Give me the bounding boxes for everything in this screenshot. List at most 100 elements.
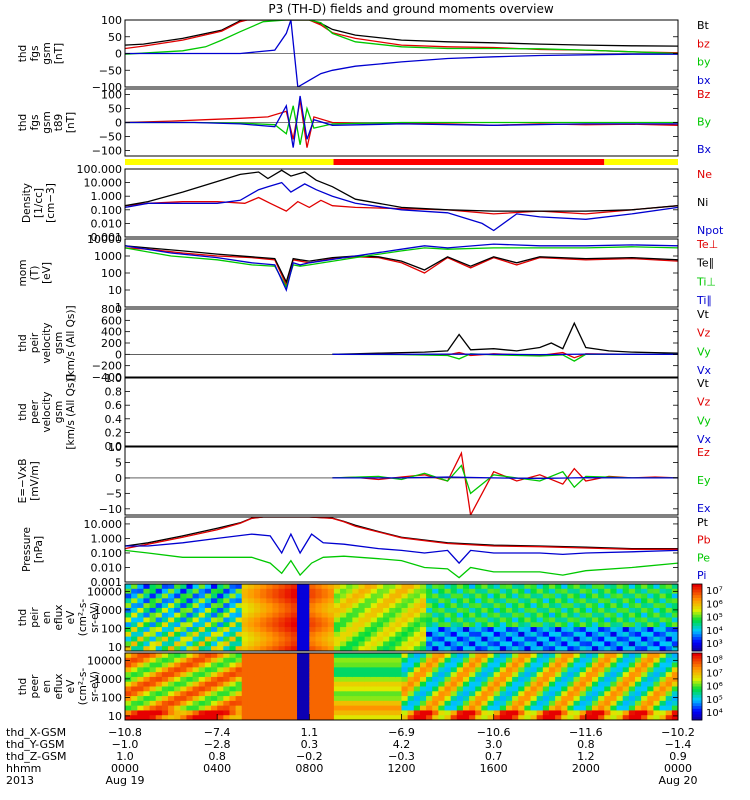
spectrogram-cell [174,705,181,712]
spectrogram-cell [340,622,347,628]
spectrogram-cell [297,653,304,659]
spectrogram-cell [333,612,341,619]
spectrogram-cell [616,662,624,668]
spectrogram-cell [149,710,157,716]
spectrogram-cell [628,627,636,633]
spectrogram-cell [346,631,353,638]
spectrogram-cell [149,696,157,702]
spectrogram-cell [432,593,439,599]
spectrogram-cell [321,672,329,678]
spectrogram-cell [438,653,446,659]
x-row-value: 0000 [664,762,692,775]
spectrogram-cell [346,715,353,720]
spectrogram-cell [579,588,587,595]
spectrogram-cell [585,715,593,720]
spectrogram-cell [125,696,132,702]
spectrogram-cell [567,593,575,599]
spectrogram-cell [278,588,286,595]
spectrogram-cell [647,686,655,692]
spectrogram-cell [254,617,261,623]
spectrogram-cell [401,710,409,716]
spectrogram-cell [161,700,169,707]
spectrogram-cell [450,627,458,633]
spectrogram-cell [481,617,489,623]
spectrogram-cell [137,662,145,668]
legend-Pi: Pi [697,569,706,582]
spectrogram-cell [413,672,421,678]
spectrogram-cell [364,715,372,720]
spectrogram-cell [340,710,347,716]
spectrogram-cell [217,681,224,688]
spectrogram-cell [579,584,587,590]
panel-frame [124,168,679,238]
spectrogram-cell [573,603,581,609]
spectrogram-cell [512,598,519,604]
spectrogram-cell [469,598,476,604]
spectrogram-cell [499,710,507,716]
spectrogram-cell [180,646,188,651]
spectrogram-cell [542,710,550,716]
spectrogram-cell [450,681,458,688]
spectrogram-cell [567,646,575,651]
spectrogram-cell [567,641,575,647]
spectrogram-cell [518,691,525,697]
spectrogram-cell [290,603,298,609]
spectrogram-cell [125,627,132,633]
spectrogram-cell [198,672,206,678]
spectrogram-cell [217,612,224,619]
spectrogram-cell [444,700,452,707]
spectrogram-cell [303,662,310,668]
spectrogram-cell [512,584,519,590]
spectrogram-cell [168,641,175,647]
spectrogram-cell [370,607,378,614]
spectrogram-cell [598,667,605,673]
y-axis-label: thd [17,334,29,351]
spectrogram-cell [149,662,157,668]
spectrogram-cell [125,705,132,712]
spectrogram-cell [241,636,249,643]
spectrogram-cell [616,646,624,651]
spectrogram-cell [469,672,476,678]
spectrogram-cell [364,662,372,668]
spectrogram-cell [579,681,587,688]
spectrogram-cell [438,657,446,664]
spectrogram-cell [389,681,396,688]
spectrogram-cell [149,607,157,614]
spectrogram-cell [137,641,145,647]
spectrogram-cell [622,667,630,673]
spectrogram-cell [131,631,138,638]
spectrogram-cell [346,641,353,647]
spectrogram-cell [469,631,476,638]
colorbar-swatch [692,655,702,660]
spectrogram-cell [591,686,599,692]
spectrogram-cell [548,612,556,619]
spectrogram-cell [321,676,329,683]
spectrogram-cell [149,622,157,628]
spectrogram-cell [524,715,532,720]
spectrogram-cell [585,607,593,614]
spectrogram-cell [284,672,292,678]
spectrogram-cell [438,627,446,633]
spectrogram-cell [327,607,335,614]
spectrogram-cell [266,646,274,651]
spectrogram-cell [450,598,458,604]
spectrogram-cell [456,653,464,659]
colorbar-swatch [692,683,702,687]
spectrogram-cell [125,662,132,668]
spectrogram-cell [561,705,568,712]
spectrogram-cell [419,715,427,720]
spectrogram-cell [512,657,519,664]
spectrogram-cell [432,588,439,595]
spectrogram-cell [524,584,532,590]
spectrogram-cell [235,593,243,599]
spectrogram-cell [641,631,648,638]
spectrogram-cell [303,700,310,707]
spectrogram-cell [143,662,151,668]
spectrogram-cell [456,627,464,633]
spectrogram-cell [555,691,562,697]
spectrogram-cell [297,672,304,678]
spectrogram-cell [610,588,618,595]
spectrogram-cell [223,584,231,590]
spectrogram-cell [561,607,568,614]
spectrogram-cell [591,653,599,659]
